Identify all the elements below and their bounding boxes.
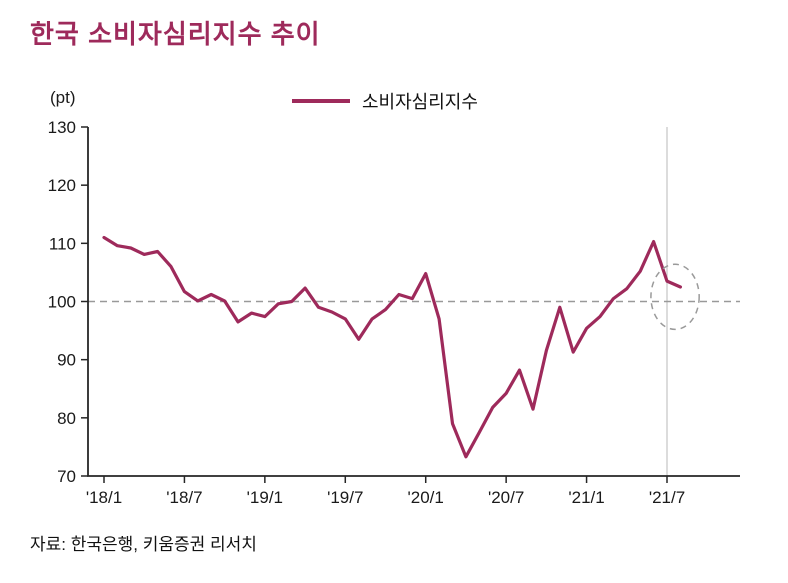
source-note: 자료: 한국은행, 키움증권 리서치 <box>30 535 257 554</box>
x-tick-label: '21/1 <box>568 488 604 507</box>
y-tick-label: 80 <box>57 409 76 428</box>
x-tick-label: '20/7 <box>488 488 524 507</box>
y-tick-label: 70 <box>57 467 76 486</box>
x-tick-label: '19/1 <box>247 488 283 507</box>
series-line <box>102 235 683 459</box>
x-tick-label: '20/1 <box>408 488 444 507</box>
highlight-ellipse <box>650 263 700 331</box>
y-tick-label: 120 <box>48 176 76 195</box>
chart-legend: 소비자심리지수 <box>292 88 478 114</box>
legend-series-label: 소비자심리지수 <box>362 92 478 112</box>
legend-line-swatch <box>292 99 350 103</box>
y-axis-unit-label: (pt) <box>50 88 76 107</box>
y-tick-label: 90 <box>57 351 76 370</box>
x-tick-label: '19/7 <box>327 488 363 507</box>
y-tick-label: 130 <box>48 118 76 137</box>
chart-title: 한국 소비자심리지수 추이 <box>30 19 321 49</box>
x-tick-label: '18/7 <box>166 488 202 507</box>
y-tick-label: 110 <box>49 234 76 253</box>
x-tick-label: '18/1 <box>86 488 122 507</box>
y-tick-label: 100 <box>48 293 76 312</box>
x-tick-label: '21/7 <box>649 488 685 507</box>
consumer-sentiment-line-chart: 130 120 110 100 90 80 70 '18/1 '18/7 '19/1 '19/7 '2… <box>48 118 740 507</box>
